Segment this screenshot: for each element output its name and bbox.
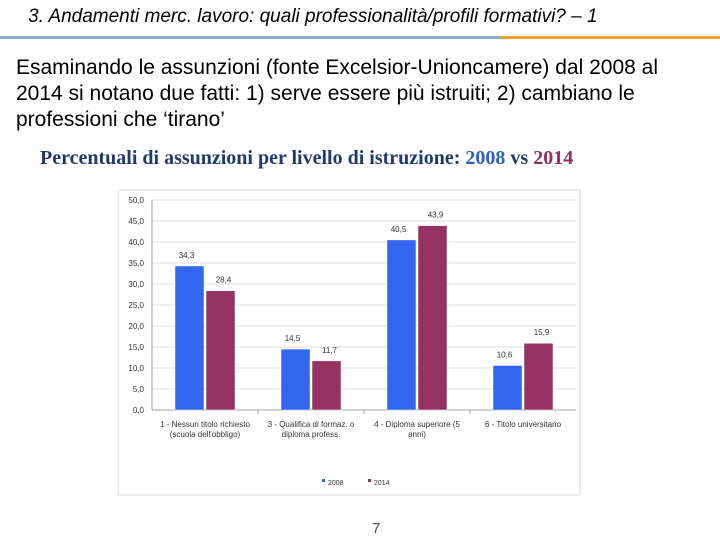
slide-title: 3. Andamenti merc. lavoro: quali profess… <box>28 6 598 27</box>
x-category-label: 1 - Nessun titolo richiesto <box>160 420 250 429</box>
data-label: 10,6 <box>497 350 513 359</box>
data-label: 28,4 <box>216 276 232 285</box>
y-tick-label: 35,0 <box>128 259 144 268</box>
legend-label-2014: 2014 <box>374 480 390 487</box>
chart-heading-vs: vs <box>510 147 529 169</box>
page-number: 7 <box>372 520 381 537</box>
y-tick-label: 15,0 <box>128 343 144 352</box>
bar-2014-1 <box>205 290 236 411</box>
chart-heading-prefix: Percentuali di assunzioni per livello di… <box>40 147 461 169</box>
chart-frame <box>117 189 581 496</box>
x-category-label: 6 - Titolo universitario <box>485 420 562 429</box>
bar-2008-4 <box>492 365 523 411</box>
legend-label-2008: 2008 <box>328 480 344 487</box>
y-tick-label: 5,0 <box>133 385 145 394</box>
x-category-label: (scuola dell'obbligo) <box>170 430 241 439</box>
legend-swatch-2014 <box>368 479 371 482</box>
legend-swatch-2008 <box>322 479 325 482</box>
y-tick-label: 25,0 <box>128 301 144 310</box>
intro-text: Esaminando le assunzioni (fonte Excelsio… <box>16 56 659 131</box>
data-label: 15,9 <box>534 328 550 337</box>
data-label: 40,5 <box>391 225 407 234</box>
y-tick-label: 30,0 <box>128 280 144 289</box>
data-label: 14,5 <box>285 334 301 343</box>
data-label: 11,7 <box>322 346 338 355</box>
y-tick-label: 0,0 <box>133 406 145 415</box>
bar-2008-3 <box>386 239 417 411</box>
data-label: 34,3 <box>179 251 195 260</box>
bar-2014-2 <box>311 360 342 411</box>
y-tick-label: 10,0 <box>128 364 144 373</box>
bar-2008-2 <box>280 348 311 411</box>
bar-2008-1 <box>174 265 205 411</box>
chart-heading-2008: 2008 <box>465 147 506 169</box>
chart-heading-2014: 2014 <box>533 147 574 169</box>
bar-2014-4 <box>523 342 554 411</box>
chart-heading: Percentuali di assunzioni per livello di… <box>40 147 710 170</box>
title-rule-blue <box>0 36 500 39</box>
y-tick-label: 40,0 <box>128 238 144 247</box>
title-rule-orange <box>500 36 720 39</box>
x-category-label: anni) <box>408 430 426 439</box>
x-category-label: 3 - Qualifica di formaz. o <box>268 420 355 429</box>
x-category-label: 4 - Diploma superiore (5 <box>374 420 460 429</box>
x-category-label: diploma profess. <box>282 430 341 439</box>
data-label: 43,9 <box>428 211 444 220</box>
y-tick-label: 45,0 <box>128 217 144 226</box>
y-tick-label: 20,0 <box>128 322 144 331</box>
bar-2014-3 <box>417 225 448 411</box>
y-tick-label: 50,0 <box>128 196 144 205</box>
